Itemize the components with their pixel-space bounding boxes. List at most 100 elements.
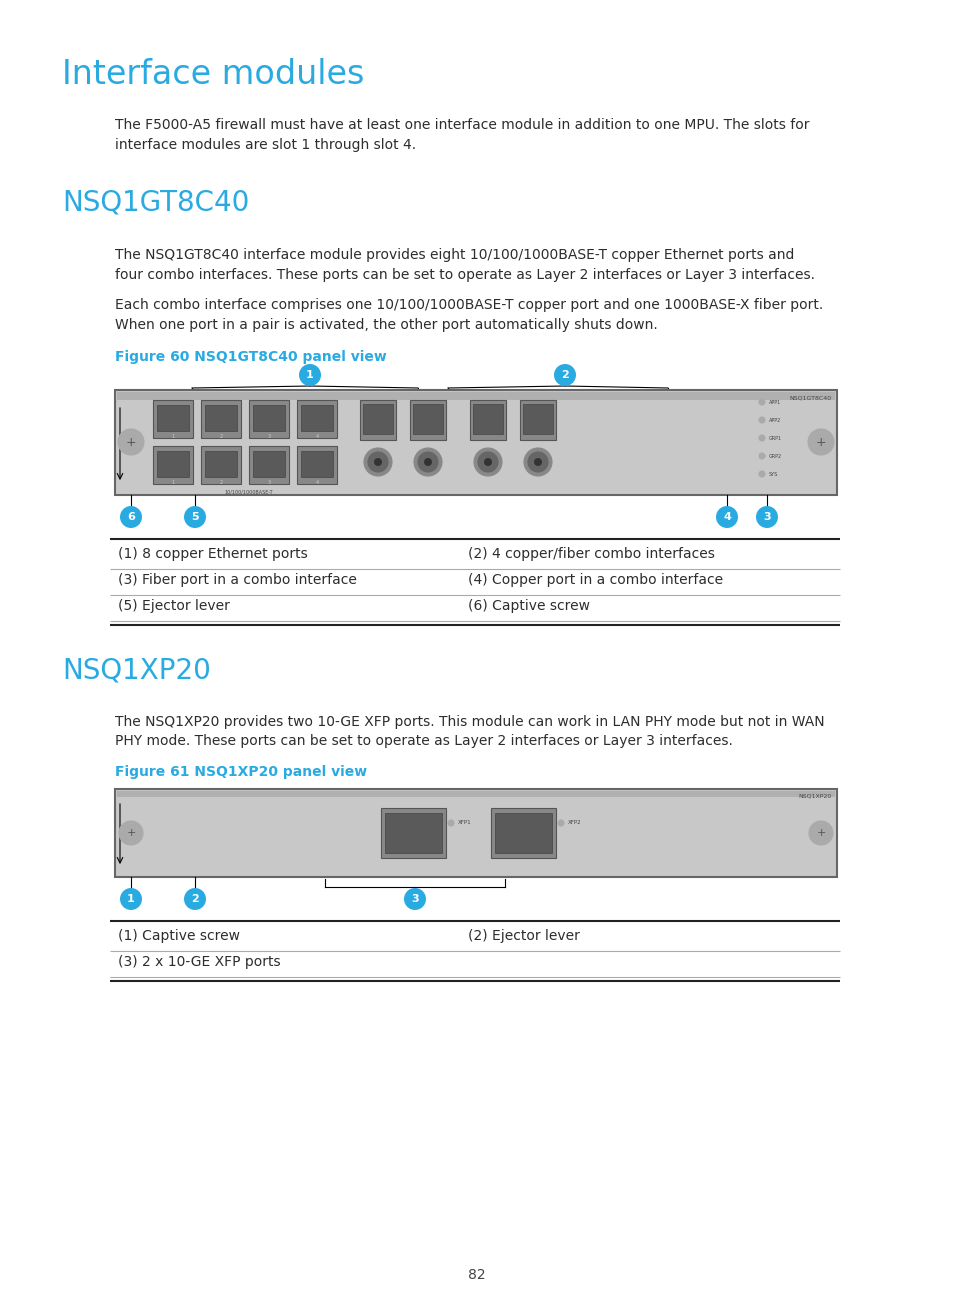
Bar <box>410 400 446 441</box>
Text: 4: 4 <box>315 480 318 485</box>
Circle shape <box>119 820 143 845</box>
Circle shape <box>448 820 454 826</box>
Circle shape <box>417 452 437 472</box>
Text: (1) Captive screw: (1) Captive screw <box>118 929 240 943</box>
Text: +: + <box>126 435 136 448</box>
Text: The NSQ1XP20 provides two 10-GE XFP ports. This module can work in LAN PHY mode : The NSQ1XP20 provides two 10-GE XFP port… <box>115 715 823 749</box>
Circle shape <box>759 470 764 477</box>
Text: 2: 2 <box>219 480 222 485</box>
Bar <box>152 446 193 483</box>
Circle shape <box>120 505 142 527</box>
Text: 2: 2 <box>219 434 222 439</box>
Text: 3: 3 <box>267 434 271 439</box>
Bar <box>522 404 553 434</box>
Text: APP2: APP2 <box>768 417 781 422</box>
Text: GRP2: GRP2 <box>768 454 781 459</box>
Text: (3) Fiber port in a combo interface: (3) Fiber port in a combo interface <box>118 573 356 587</box>
Text: +: + <box>815 435 825 448</box>
Bar <box>157 404 189 432</box>
Text: 3: 3 <box>411 894 418 905</box>
Circle shape <box>403 888 426 910</box>
Bar <box>491 807 556 858</box>
Bar <box>249 446 289 483</box>
Bar <box>301 404 333 432</box>
Text: 4: 4 <box>722 512 730 522</box>
Bar <box>296 446 336 483</box>
Bar <box>413 404 442 434</box>
Circle shape <box>364 448 392 476</box>
Text: Figure 61 NSQ1XP20 panel view: Figure 61 NSQ1XP20 panel view <box>115 765 367 779</box>
Circle shape <box>298 364 320 386</box>
Circle shape <box>716 505 738 527</box>
Text: XFP2: XFP2 <box>567 820 581 826</box>
Text: XFP1: XFP1 <box>457 820 471 826</box>
Text: (6) Captive screw: (6) Captive screw <box>468 599 589 613</box>
Bar <box>115 390 836 495</box>
Circle shape <box>759 399 764 404</box>
Text: 1: 1 <box>172 434 174 439</box>
Bar <box>495 813 552 853</box>
Text: 10/100/1000BASE-T: 10/100/1000BASE-T <box>225 490 273 495</box>
Bar <box>380 807 446 858</box>
Bar <box>363 404 393 434</box>
Circle shape <box>759 454 764 459</box>
Text: The NSQ1GT8C40 interface module provides eight 10/100/1000BASE-T copper Ethernet: The NSQ1GT8C40 interface module provides… <box>115 248 814 281</box>
Bar <box>253 451 285 477</box>
Circle shape <box>423 457 432 467</box>
Circle shape <box>755 505 778 527</box>
Circle shape <box>523 448 552 476</box>
Text: NSQ1GT8C40: NSQ1GT8C40 <box>62 188 249 216</box>
Text: GRP1: GRP1 <box>768 435 781 441</box>
Bar <box>296 400 336 438</box>
Bar <box>205 451 236 477</box>
Circle shape <box>374 457 381 467</box>
Bar <box>253 404 285 432</box>
Circle shape <box>807 429 833 455</box>
Bar <box>201 446 241 483</box>
Circle shape <box>808 820 832 845</box>
Text: (3) 2 x 10-GE XFP ports: (3) 2 x 10-GE XFP ports <box>118 955 280 969</box>
Text: Interface modules: Interface modules <box>62 58 364 91</box>
Bar <box>473 404 502 434</box>
Bar <box>249 400 289 438</box>
Text: 4: 4 <box>315 434 318 439</box>
Circle shape <box>118 429 144 455</box>
Circle shape <box>527 452 547 472</box>
Bar <box>470 400 505 441</box>
Text: 1: 1 <box>127 894 134 905</box>
Text: 2: 2 <box>560 369 568 380</box>
Text: Figure 60 NSQ1GT8C40 panel view: Figure 60 NSQ1GT8C40 panel view <box>115 350 386 364</box>
Text: (2) 4 copper/fiber combo interfaces: (2) 4 copper/fiber combo interfaces <box>468 547 714 561</box>
Circle shape <box>554 364 576 386</box>
Bar <box>201 400 241 438</box>
Text: 1: 1 <box>172 480 174 485</box>
Text: 6: 6 <box>127 512 134 522</box>
Circle shape <box>534 457 541 467</box>
Bar <box>152 400 193 438</box>
Bar <box>117 391 834 400</box>
Circle shape <box>120 888 142 910</box>
Text: NSQ1XP20: NSQ1XP20 <box>62 657 211 686</box>
Text: (4) Copper port in a combo interface: (4) Copper port in a combo interface <box>468 573 722 587</box>
Text: NSQ1XP20: NSQ1XP20 <box>798 794 831 800</box>
Bar <box>157 451 189 477</box>
Text: (1) 8 copper Ethernet ports: (1) 8 copper Ethernet ports <box>118 547 308 561</box>
Bar <box>359 400 395 441</box>
Text: 3: 3 <box>267 480 271 485</box>
Text: (5) Ejector lever: (5) Ejector lever <box>118 599 230 613</box>
Circle shape <box>474 448 501 476</box>
Text: 5: 5 <box>191 512 198 522</box>
Text: (2) Ejector lever: (2) Ejector lever <box>468 929 579 943</box>
Circle shape <box>483 457 492 467</box>
Text: +: + <box>816 828 825 839</box>
Circle shape <box>414 448 441 476</box>
Circle shape <box>759 417 764 422</box>
Text: 3: 3 <box>762 512 770 522</box>
Text: Each combo interface comprises one 10/100/1000BASE-T copper port and one 1000BAS: Each combo interface comprises one 10/10… <box>115 298 822 332</box>
Text: +: + <box>126 828 135 839</box>
Text: 1: 1 <box>306 369 314 380</box>
Circle shape <box>184 505 206 527</box>
Bar <box>301 451 333 477</box>
Bar <box>205 404 236 432</box>
Text: SYS: SYS <box>768 472 778 477</box>
